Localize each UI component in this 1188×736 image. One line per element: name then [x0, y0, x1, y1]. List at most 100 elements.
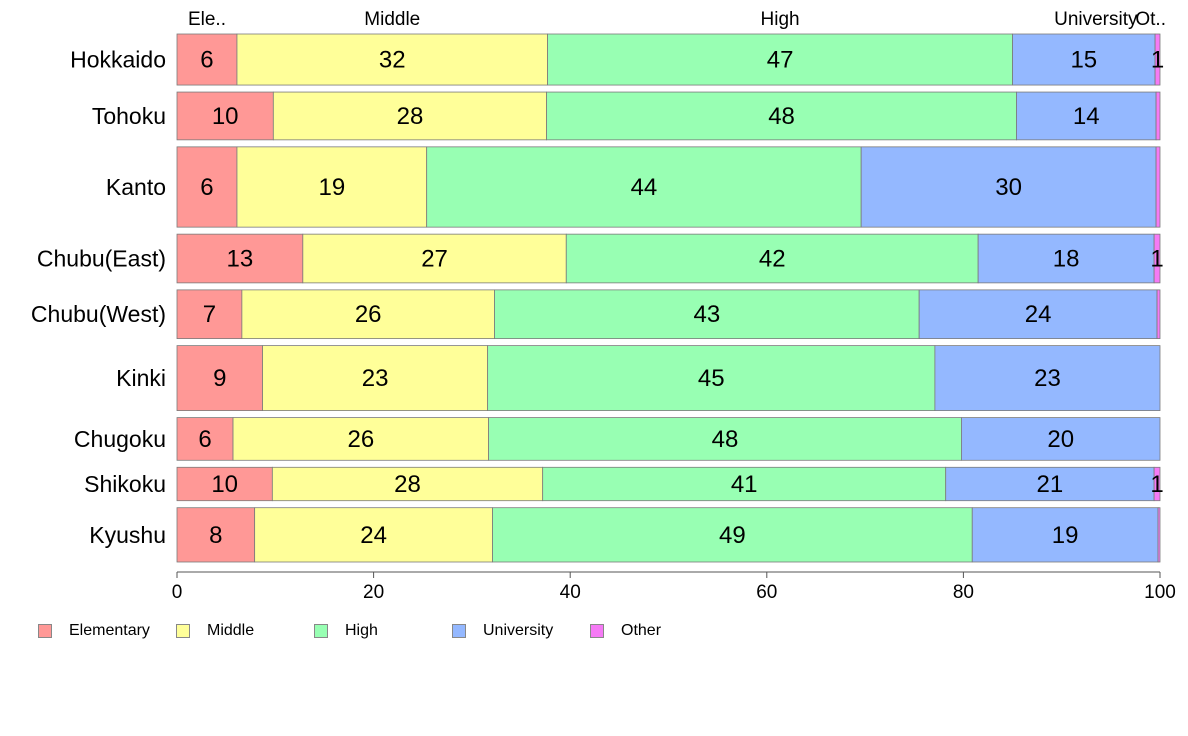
category-label-chubu-west: Chubu(West)	[31, 301, 166, 327]
bar-tohoku-high	[546, 91, 1017, 141]
value-label-shikoku-university: 21	[1037, 471, 1064, 498]
category-label-kanto: Kanto	[106, 174, 166, 200]
value-label-shikoku-middle: 28	[394, 471, 421, 498]
value-label-chugoku-middle: 26	[347, 426, 374, 453]
legend-item-high: High	[314, 622, 452, 640]
value-label-tohoku-university: 14	[1073, 103, 1100, 130]
value-label-kanto-university: 30	[995, 174, 1022, 201]
legend-item-middle: Middle	[176, 622, 314, 640]
bar-chubu-east-elementary	[176, 233, 304, 284]
bar-hokkaido-middle	[236, 33, 548, 86]
value-label-chubu-west-high: 43	[693, 301, 720, 328]
x-axis: 0 20 40 60 80 100	[172, 571, 1176, 603]
category-label-chubu-east: Chubu(East)	[37, 246, 166, 272]
x-tick-label-80: 80	[953, 582, 974, 603]
value-label-tohoku-elementary: 10	[212, 103, 239, 130]
value-label-kyushu-middle: 24	[360, 522, 387, 549]
legend-item-other: Other	[590, 622, 710, 640]
bar-kyushu-high	[492, 507, 973, 563]
legend-label-elementary: Elementary	[69, 622, 150, 639]
value-label-kanto-middle: 19	[318, 174, 345, 201]
legend-item-university: University	[452, 622, 590, 640]
bar-hokkaido-university	[1012, 33, 1156, 86]
value-label-hokkaido-elementary: 6	[200, 47, 213, 74]
category-label-shikoku: Shikoku	[84, 471, 166, 497]
bar-segments	[176, 33, 1161, 563]
value-label-chubu-east-middle: 27	[421, 246, 448, 273]
bar-chubu-west-elementary	[176, 289, 243, 340]
legend-swatch-high	[314, 624, 328, 638]
bar-kinki-high	[487, 345, 936, 411]
legend-label-high: High	[345, 622, 378, 639]
bar-chubu-east-middle	[302, 233, 567, 284]
bar-hokkaido-high	[547, 33, 1013, 86]
category-label-hokkaido: Hokkaido	[70, 47, 166, 73]
bar-shikoku-other	[1153, 466, 1161, 502]
value-label-hokkaido-other: 1	[1151, 47, 1164, 74]
value-label-kinki-high: 45	[698, 365, 725, 392]
value-label-shikoku-other: 1	[1150, 471, 1163, 498]
category-label-tohoku: Tohoku	[92, 103, 166, 129]
bar-kanto-university	[860, 146, 1157, 228]
top-label-university: University	[1054, 9, 1138, 30]
legend-label-middle: Middle	[207, 622, 255, 639]
bar-shikoku-elementary	[176, 466, 273, 502]
value-label-shikoku-high: 41	[731, 471, 758, 498]
top-label-other: Ot..	[1135, 9, 1166, 30]
value-label-chugoku-university: 20	[1047, 426, 1074, 453]
value-label-kinki-elementary: 9	[213, 365, 226, 392]
value-label-tohoku-high: 48	[768, 103, 795, 130]
bar-chugoku-middle	[232, 417, 490, 461]
x-tick-label-0: 0	[172, 582, 183, 603]
category-label-chugoku: Chugoku	[74, 426, 166, 452]
bar-chugoku-elementary	[176, 417, 234, 461]
bar-kanto-other	[1155, 146, 1161, 228]
value-label-chugoku-elementary: 6	[198, 426, 211, 453]
value-label-chubu-east-high: 42	[759, 246, 786, 273]
bar-chubu-west-other	[1156, 289, 1161, 340]
bar-kinki-middle	[262, 345, 489, 411]
category-label-kinki: Kinki	[116, 365, 166, 391]
legend-swatch-university	[452, 624, 466, 638]
legend-swatch-other	[590, 624, 604, 638]
value-label-hokkaido-middle: 32	[379, 47, 406, 74]
value-label-kanto-elementary: 6	[200, 174, 213, 201]
top-label-high: High	[761, 9, 800, 30]
value-label-shikoku-elementary: 10	[211, 471, 238, 498]
bar-shikoku-middle	[271, 466, 544, 502]
bar-kanto-middle	[236, 146, 428, 228]
bar-kyushu-other	[1157, 507, 1161, 563]
bar-chubu-east-other	[1153, 233, 1161, 284]
value-label-chubu-west-elementary: 7	[203, 301, 216, 328]
value-label-kyushu-university: 19	[1052, 522, 1079, 549]
value-label-chubu-east-university: 18	[1053, 246, 1080, 273]
bar-tohoku-elementary	[176, 91, 274, 141]
value-label-chubu-west-middle: 26	[355, 301, 382, 328]
value-label-hokkaido-university: 15	[1070, 47, 1097, 74]
bar-tohoku-middle	[272, 91, 548, 141]
x-tick-label-100: 100	[1144, 582, 1176, 603]
legend-label-university: University	[483, 622, 554, 639]
bar-chubu-east-university	[977, 233, 1155, 284]
bar-shikoku-university	[945, 466, 1155, 502]
bar-chugoku-university	[961, 417, 1161, 461]
x-tick-label-60: 60	[756, 582, 777, 603]
bar-chugoku-high	[488, 417, 962, 461]
value-label-hokkaido-high: 47	[767, 47, 794, 74]
value-label-chubu-east-elementary: 13	[227, 246, 254, 273]
bar-kyushu-university	[971, 507, 1159, 563]
bar-kyushu-middle	[254, 507, 493, 563]
top-label-middle: Middle	[364, 9, 420, 30]
bar-chubu-west-university	[918, 289, 1158, 340]
value-label-kyushu-elementary: 8	[209, 522, 222, 549]
value-label-chubu-west-university: 24	[1025, 301, 1052, 328]
category-labels: Hokkaido Tohoku Kanto Chubu(East) Chubu(West…	[31, 47, 166, 548]
legend-label-other: Other	[621, 622, 662, 639]
value-label-chubu-east-other: 1	[1150, 246, 1163, 273]
value-label-kyushu-high: 49	[719, 522, 746, 549]
bar-chubu-east-high	[565, 233, 979, 284]
legend-swatch-middle	[176, 624, 190, 638]
